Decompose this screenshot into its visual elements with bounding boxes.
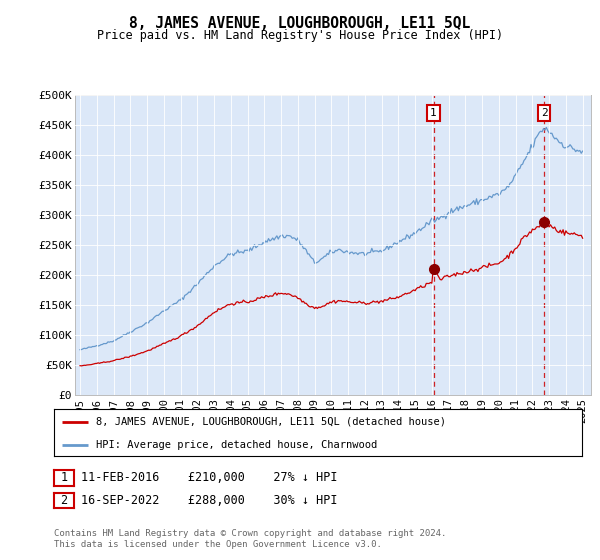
Text: HPI: Average price, detached house, Charnwood: HPI: Average price, detached house, Char… [96, 440, 377, 450]
Text: 8, JAMES AVENUE, LOUGHBOROUGH, LE11 5QL (detached house): 8, JAMES AVENUE, LOUGHBOROUGH, LE11 5QL … [96, 417, 446, 427]
Text: 16-SEP-2022    £288,000    30% ↓ HPI: 16-SEP-2022 £288,000 30% ↓ HPI [81, 494, 337, 507]
Text: 8, JAMES AVENUE, LOUGHBOROUGH, LE11 5QL: 8, JAMES AVENUE, LOUGHBOROUGH, LE11 5QL [130, 16, 470, 31]
Text: 1: 1 [430, 108, 437, 118]
Text: 11-FEB-2016    £210,000    27% ↓ HPI: 11-FEB-2016 £210,000 27% ↓ HPI [81, 472, 337, 484]
Text: Contains HM Land Registry data © Crown copyright and database right 2024.
This d: Contains HM Land Registry data © Crown c… [54, 529, 446, 549]
Text: Price paid vs. HM Land Registry's House Price Index (HPI): Price paid vs. HM Land Registry's House … [97, 29, 503, 42]
Text: 1: 1 [61, 472, 67, 484]
Text: 2: 2 [61, 494, 67, 507]
Text: 2: 2 [541, 108, 547, 118]
